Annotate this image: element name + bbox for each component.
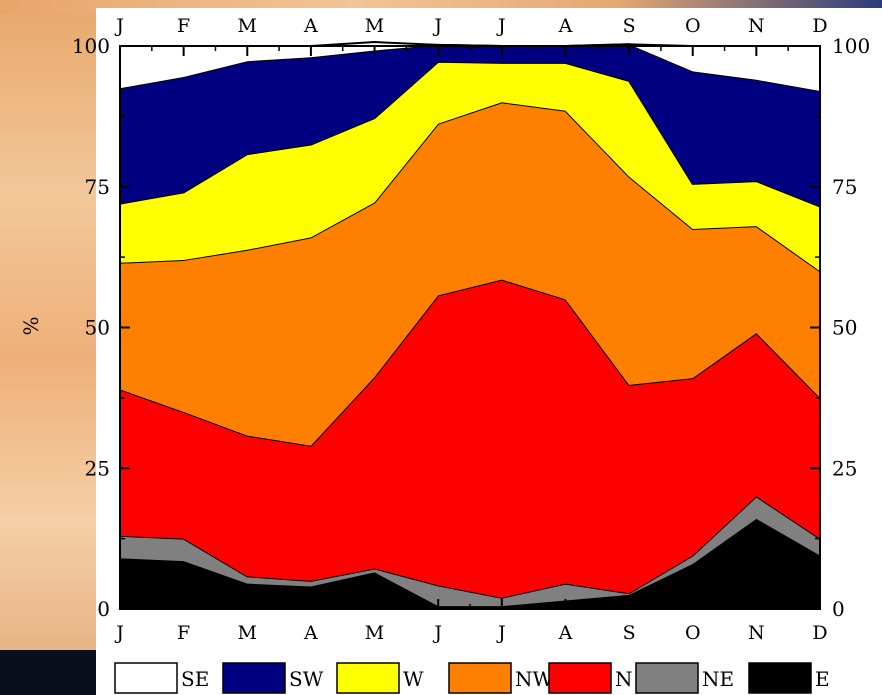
bottom-month-label: J <box>496 622 506 644</box>
top-month-label: S <box>623 15 636 37</box>
left-y-tick-label: 75 <box>85 175 110 199</box>
legend-swatch-se <box>114 662 178 694</box>
area-sw <box>120 44 820 207</box>
legend-swatch-sw <box>222 662 286 694</box>
bottom-month-label: J <box>432 622 442 644</box>
bottom-month-label: M <box>238 622 257 644</box>
top-month-label: J <box>496 15 506 37</box>
bottom-month-label: A <box>558 622 573 644</box>
bottom-month-label: N <box>748 622 765 644</box>
left-y-tick-label: 0 <box>97 597 110 621</box>
y-axis-label: % <box>19 316 43 335</box>
area-layer <box>119 41 821 609</box>
bottom-month-label: J <box>114 622 124 644</box>
area-ne <box>120 496 820 607</box>
top-month-label: M <box>238 15 257 37</box>
legend-label-e: E <box>815 667 830 691</box>
legend-swatch-n <box>548 662 612 694</box>
top-month-label: J <box>432 15 442 37</box>
bottom-month-label: F <box>177 622 190 644</box>
area-w <box>120 61 820 272</box>
bottom-month-label: D <box>812 622 827 644</box>
legend-label-se: SE <box>181 667 209 691</box>
legend-swatch-nw <box>448 662 512 694</box>
top-month-label: F <box>177 15 190 37</box>
bottom-month-label: S <box>623 622 636 644</box>
legend-label-ne: NE <box>702 667 734 691</box>
legend-label-nw: NW <box>515 667 554 691</box>
area-nw <box>120 102 820 446</box>
right-y-tick-label: 100 <box>832 34 870 58</box>
legend-swatch-e <box>748 662 812 694</box>
right-y-tick-label: 0 <box>832 597 845 621</box>
background-map-left-strip <box>0 0 96 650</box>
legend-label-n: N <box>615 667 633 691</box>
left-y-tick-label: 25 <box>85 456 110 480</box>
legend-swatch-w <box>336 662 400 694</box>
axis-ticks <box>119 45 821 610</box>
bottom-month-label: M <box>365 622 384 644</box>
legend-label-w: W <box>403 667 424 691</box>
top-month-label: O <box>685 15 701 37</box>
legend-label-sw: SW <box>289 667 324 691</box>
legend-swatch-ne <box>635 662 699 694</box>
left-y-tick-label: 50 <box>85 316 110 340</box>
bottom-month-label: A <box>303 622 318 644</box>
right-y-tick-label: 25 <box>832 456 857 480</box>
top-month-label: J <box>114 15 124 37</box>
top-month-label: D <box>812 15 827 37</box>
top-month-label: A <box>558 15 573 37</box>
left-y-tick-label: 100 <box>72 34 110 58</box>
area-se <box>120 42 820 92</box>
legend: SE SW W NW N NE E <box>114 662 830 694</box>
top-month-label: M <box>365 15 384 37</box>
area-n <box>120 279 820 598</box>
right-y-tick-label: 75 <box>832 175 857 199</box>
right-y-tick-label: 50 <box>832 316 857 340</box>
top-month-label: N <box>748 15 765 37</box>
bottom-month-label: O <box>685 622 701 644</box>
top-month-label: A <box>303 15 318 37</box>
